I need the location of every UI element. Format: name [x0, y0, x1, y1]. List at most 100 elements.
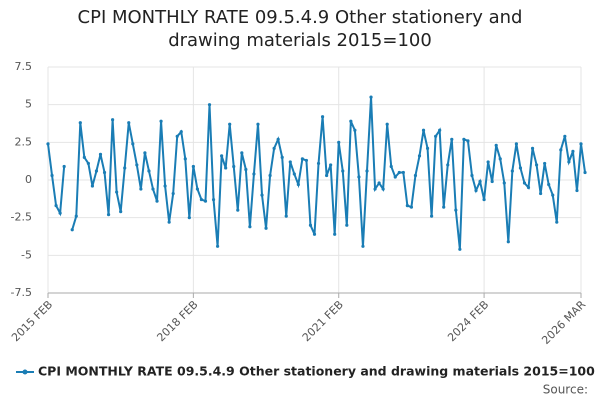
point	[211, 197, 216, 202]
point	[74, 214, 78, 218]
point	[199, 197, 204, 202]
point	[320, 115, 325, 119]
x-tick-label: 2015 FEB	[9, 298, 55, 344]
y-tick-label: 5	[25, 98, 32, 111]
point	[187, 216, 191, 220]
point	[466, 139, 470, 143]
point	[203, 199, 208, 203]
point	[316, 161, 321, 166]
point	[563, 134, 567, 138]
point	[159, 119, 163, 123]
point	[389, 164, 393, 169]
point	[547, 182, 551, 187]
point	[381, 187, 385, 191]
y-tick-label: 0	[25, 173, 32, 186]
point	[329, 163, 333, 167]
point	[171, 191, 175, 196]
point	[530, 146, 535, 150]
point	[413, 173, 418, 178]
point	[78, 121, 82, 125]
point	[385, 122, 389, 126]
point	[86, 161, 90, 166]
point	[54, 204, 58, 208]
point	[478, 179, 482, 184]
point	[405, 204, 409, 208]
point	[62, 164, 66, 169]
point	[458, 247, 462, 251]
point	[58, 211, 62, 215]
point	[256, 122, 260, 126]
point	[425, 146, 430, 150]
point	[353, 128, 357, 132]
point	[284, 214, 288, 218]
point	[442, 205, 446, 209]
point	[490, 179, 494, 184]
point	[183, 157, 187, 161]
point	[494, 143, 498, 147]
point	[296, 182, 300, 187]
point	[397, 170, 401, 175]
point	[369, 95, 373, 99]
point	[429, 214, 434, 218]
point	[98, 152, 103, 156]
point	[543, 161, 547, 166]
point	[365, 169, 369, 173]
point	[312, 232, 317, 236]
point	[163, 184, 167, 188]
point	[393, 175, 397, 179]
point	[224, 166, 228, 170]
legend-label: CPI MONTHLY RATE 09.5.4.9 Other statione…	[38, 364, 595, 379]
point	[119, 210, 123, 214]
point	[195, 187, 200, 191]
point	[579, 142, 583, 146]
point	[518, 166, 523, 170]
point	[143, 151, 147, 155]
chart-title: CPI MONTHLY RATE 09.5.4.9 Other statione…	[77, 7, 523, 51]
point	[268, 173, 272, 178]
point	[325, 173, 329, 178]
y-tick-label: -2.5	[11, 211, 32, 224]
point	[434, 134, 438, 138]
point	[526, 185, 531, 190]
point	[373, 187, 377, 191]
point	[111, 118, 115, 122]
point	[304, 158, 309, 163]
point	[534, 163, 539, 167]
point	[272, 146, 276, 150]
point	[135, 163, 139, 167]
point	[349, 119, 353, 123]
point	[94, 169, 99, 173]
point	[240, 151, 244, 155]
point	[438, 128, 442, 132]
point	[551, 193, 555, 197]
point	[337, 140, 341, 144]
point	[288, 160, 292, 164]
point	[454, 208, 458, 212]
point	[252, 172, 256, 176]
point	[236, 208, 240, 212]
point	[450, 137, 454, 141]
point	[70, 228, 74, 232]
x-tick-label: 2024 FEB	[445, 298, 491, 344]
point	[559, 148, 563, 152]
series-line	[47, 143, 66, 217]
point	[90, 184, 95, 188]
point	[106, 213, 111, 217]
point	[155, 199, 159, 203]
point	[446, 163, 450, 167]
point	[417, 154, 422, 158]
point	[401, 170, 405, 175]
point	[341, 169, 345, 173]
point	[377, 181, 381, 185]
y-tick-label: 2.5	[15, 135, 33, 148]
point	[292, 172, 296, 176]
point	[46, 142, 50, 146]
point	[175, 134, 179, 138]
point	[260, 193, 264, 197]
point	[308, 223, 313, 227]
point	[474, 188, 478, 193]
point	[522, 181, 527, 185]
point	[191, 164, 195, 169]
